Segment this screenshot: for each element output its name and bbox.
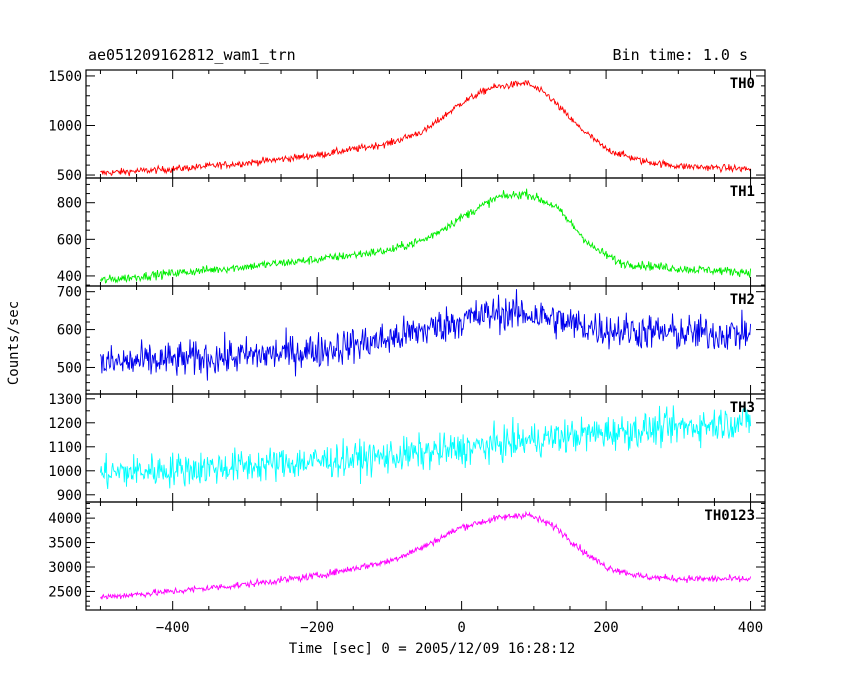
x-axis-label: Time [sec] 0 = 2005/12/09 16:28:12	[289, 641, 576, 657]
y-tick-label: 4000	[48, 511, 82, 527]
y-tick-label: 400	[57, 269, 82, 285]
y-tick-label: 1500	[48, 69, 82, 85]
panel-th0123: TH0123 2500 3000 3500 4000	[48, 501, 766, 611]
panel-label: TH0123	[704, 508, 755, 524]
panel-label: TH0	[730, 76, 755, 92]
panel-label: TH3	[730, 400, 755, 416]
x-tick-label: 0	[457, 620, 465, 636]
panel-frame	[85, 501, 766, 611]
y-tick-label: 3500	[48, 536, 82, 552]
y-tick-label: 1000	[48, 118, 82, 134]
x-tick-label: 200	[593, 620, 618, 636]
y-tick-label: 800	[57, 196, 82, 212]
y-tick-label: 500	[57, 168, 82, 184]
y-tick-label: 1000	[48, 464, 82, 480]
panel-th1: TH1 400 600 800	[57, 177, 766, 287]
panel-th2: TH2 500 600 700	[57, 285, 766, 395]
series-line-th0123	[100, 510, 752, 600]
y-tick-label: 900	[57, 488, 82, 504]
y-tick-label: 1200	[48, 416, 82, 432]
y-tick-label: 700	[57, 285, 82, 301]
panel-label: TH2	[730, 292, 755, 308]
panels-layer: TH050010001500TH1400600800TH2500600700TH…	[48, 69, 766, 636]
panel-label: TH1	[730, 184, 755, 200]
panel-th3: TH3 900 1000 1100 1200 1300	[48, 392, 766, 504]
y-tick-label: 3000	[48, 560, 82, 576]
series-line-th0	[100, 80, 752, 177]
y-tick-label: 1100	[48, 440, 82, 456]
chart-title: ae051209162812_wam1_trn	[88, 46, 296, 64]
x-tick-label: −200	[300, 620, 334, 636]
series-line-th2	[99, 289, 752, 381]
y-axis-label: Counts/sec	[6, 301, 22, 385]
x-tick-label: 400	[738, 620, 763, 636]
series-line-th3	[99, 405, 752, 490]
x-tick-label: −400	[156, 620, 190, 636]
y-tick-label: 600	[57, 232, 82, 248]
y-tick-label: 2500	[48, 584, 82, 600]
panel-th0: TH0 500 1000 1500	[48, 69, 766, 184]
y-tick-label: 600	[57, 323, 82, 339]
y-tick-label: 1300	[48, 392, 82, 408]
series-line-th1	[99, 188, 752, 284]
bin-time-label: Bin time: 1.0 s	[613, 46, 748, 64]
y-tick-label: 500	[57, 360, 82, 376]
